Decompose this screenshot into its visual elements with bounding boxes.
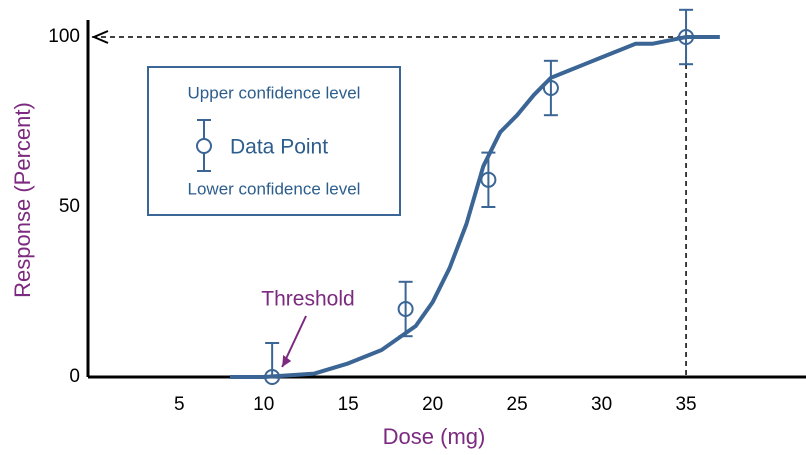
annotation: Threshold	[261, 288, 354, 311]
y-tick-label: 50	[59, 196, 80, 217]
legend-lower: Lower confidence level	[188, 179, 361, 198]
x-axis-title: Dose (mg)	[383, 424, 486, 449]
x-tick-label: 20	[422, 394, 443, 415]
x-tick-label: 35	[675, 394, 696, 415]
x-tick-label: 5	[174, 394, 185, 415]
y-tick-label: 0	[69, 366, 80, 387]
x-tick-label: 15	[338, 394, 359, 415]
x-tick-label: 10	[253, 394, 274, 415]
legend-upper: Upper confidence level	[188, 83, 361, 102]
data-point	[480, 171, 497, 188]
data-point	[264, 369, 281, 385]
legend-symbol	[196, 119, 212, 172]
y-axis-title: Response (Percent)	[10, 102, 35, 298]
x-tick-label: 30	[591, 394, 612, 415]
x-tick-label: 25	[507, 394, 528, 415]
reference-arrow	[91, 30, 109, 44]
curve	[229, 35, 720, 379]
data-point	[678, 29, 695, 45]
data-point	[542, 80, 559, 96]
data-point	[397, 301, 414, 317]
legend-entry: Data Point	[230, 136, 328, 159]
y-tick-label: 100	[48, 26, 80, 47]
annotation-arrowhead	[282, 355, 292, 367]
legend-box	[147, 66, 401, 216]
